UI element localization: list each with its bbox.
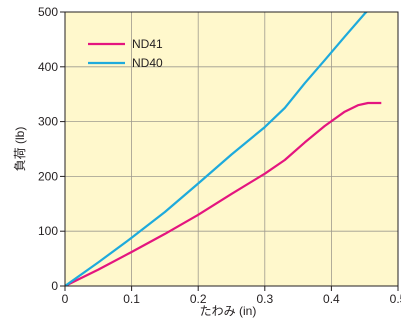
x-axis-title: たわみ (in): [200, 304, 257, 318]
y-tick-label: 100: [38, 224, 58, 238]
x-tick-label: 0.4: [323, 292, 340, 306]
series-layer: [65, 12, 382, 286]
plot-background: [65, 12, 398, 286]
y-tick-label: 400: [38, 60, 58, 74]
y-tick-label: 0: [51, 279, 58, 293]
y-tick-label: 500: [38, 5, 58, 19]
y-axis-ticks: 0 100 200 300 400 500: [38, 5, 65, 293]
x-tick-label: 0.2: [190, 292, 207, 306]
series-line-nd40: [65, 12, 368, 286]
x-tick-label: 0.5: [390, 292, 401, 306]
x-tick-label: 0: [62, 292, 69, 306]
y-tick-label: 300: [38, 115, 58, 129]
series-line-nd41: [65, 101, 382, 286]
grid: [65, 12, 398, 286]
legend-label-nd41: ND41: [132, 37, 163, 51]
x-tick-label: 0.1: [123, 292, 140, 306]
legend-label-nd40: ND40: [132, 56, 163, 70]
plot-frame: [64, 11, 399, 287]
x-tick-label: 0.3: [256, 292, 273, 306]
x-axis-ticks: 0 0.1 0.2 0.3 0.4 0.5: [62, 286, 401, 306]
y-axis-title: 負荷 (lb): [13, 127, 27, 172]
legend: ND41 ND40: [88, 37, 163, 70]
y-tick-label: 200: [38, 169, 58, 183]
